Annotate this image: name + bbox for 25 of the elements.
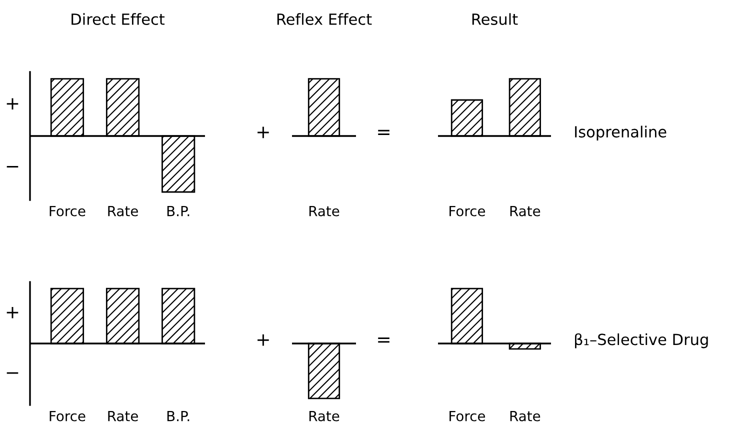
x-tick-label: Rate — [108, 206, 138, 216]
x-tick-label: Rate — [309, 206, 340, 216]
text: = — [378, 130, 390, 136]
text: − — [6, 166, 18, 168]
x-tick-label: Force — [50, 410, 86, 422]
text: = — [378, 338, 390, 343]
chart-title: Direct Effect — [72, 13, 165, 25]
text: + — [6, 306, 18, 318]
x-tick-label: B.P. — [167, 206, 190, 216]
x-tick-label: Rate — [309, 410, 340, 422]
x-tick-label: Rate — [108, 410, 138, 422]
chart-title: Result — [472, 13, 518, 25]
text: + — [258, 126, 269, 138]
text: β₁–Selective Drug — [575, 333, 708, 348]
x-tick-label: Force — [50, 206, 86, 216]
text: − — [6, 372, 18, 374]
text: + — [258, 334, 269, 346]
x-tick-label: Force — [450, 206, 486, 216]
x-tick-label: B.P. — [167, 410, 190, 422]
x-tick-label: Force — [450, 410, 486, 422]
text: + — [6, 98, 18, 110]
chart-title: Reflex Effect — [277, 13, 372, 25]
x-tick-label: Rate — [510, 410, 540, 422]
text: Isoprenaline — [575, 126, 666, 141]
x-tick-label: Rate — [510, 206, 540, 216]
